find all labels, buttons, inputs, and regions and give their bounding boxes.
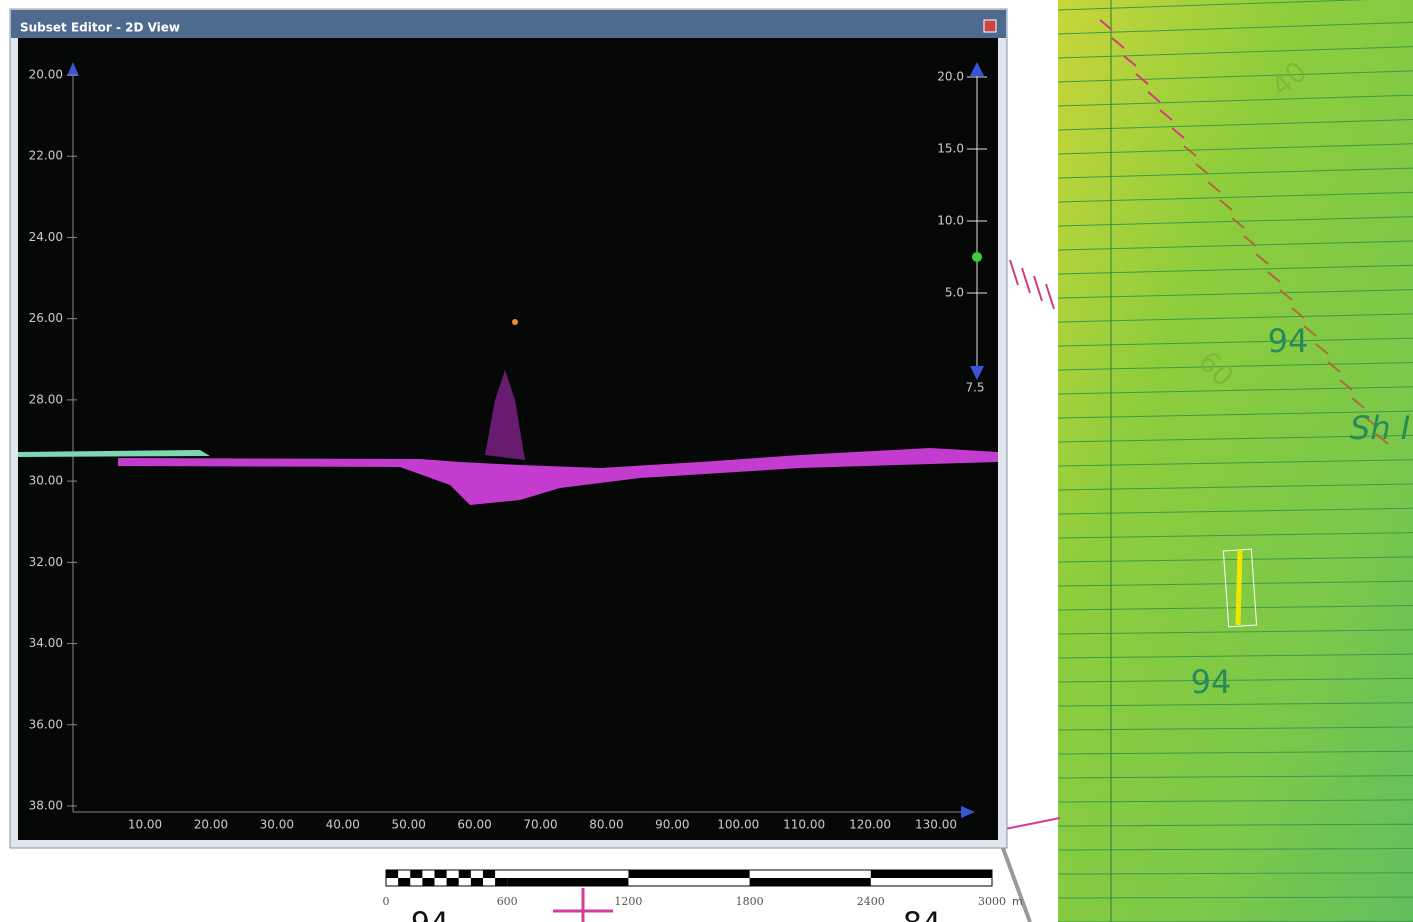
scale-cell <box>410 870 422 878</box>
y-tick-label: 38.00 <box>29 799 63 813</box>
close-button[interactable] <box>984 20 996 32</box>
hatch <box>1022 268 1030 293</box>
slider-value: 7.5 <box>965 381 984 395</box>
y-tick-label: 34.00 <box>29 636 63 650</box>
y-tick-label: 22.00 <box>29 149 63 163</box>
x-tick-label: 90.00 <box>655 818 689 832</box>
x-tick-label: 40.00 <box>326 818 360 832</box>
scale-cell <box>434 870 446 878</box>
scale-unit: m <box>1012 895 1023 908</box>
page: Subset Editor - 2D View 0 600 1200 1800 2400… <box>0 0 1413 922</box>
x-tick-label: 80.00 <box>589 818 623 832</box>
scale-cell <box>483 870 495 878</box>
scale-bar: 0 600 1200 1800 2400 3000 m <box>383 870 1023 908</box>
slider-label: 20.0 <box>937 70 964 84</box>
slider-label: 5.0 <box>945 286 964 300</box>
slider-label: 15.0 <box>937 142 964 156</box>
hatch <box>1010 260 1018 285</box>
scale-label: 600 <box>497 895 518 908</box>
y-tick-label: 30.00 <box>29 474 63 488</box>
x-tick-label: 120.00 <box>849 818 891 832</box>
scale-label: 2400 <box>857 895 885 908</box>
scale-label: 1200 <box>614 895 642 908</box>
hatch <box>1046 284 1054 309</box>
scale-cell <box>628 870 749 878</box>
scale-cell <box>495 878 507 886</box>
x-tick-label: 100.00 <box>717 818 759 832</box>
x-tick-label: 10.00 <box>128 818 162 832</box>
slider-handle[interactable] <box>972 252 982 262</box>
scale-label: 0 <box>383 895 390 908</box>
selected-track <box>1238 550 1240 625</box>
scale-cell <box>447 878 459 886</box>
window-title: Subset Editor - 2D View <box>20 21 180 35</box>
sounding: 94 <box>1268 322 1309 360</box>
scale-cell <box>507 878 628 886</box>
outlier-point[interactable] <box>512 319 518 325</box>
chart-border <box>1000 840 1030 922</box>
x-tick-label: 30.00 <box>260 818 294 832</box>
y-tick-label: 20.00 <box>29 68 63 82</box>
scale-label: 3000 <box>978 895 1006 908</box>
scale-cell <box>750 878 871 886</box>
x-tick-label: 50.00 <box>391 818 425 832</box>
scale-cell <box>422 878 434 886</box>
sounding: 84 <box>903 907 941 922</box>
scale-label: 1800 <box>736 895 764 908</box>
scale-cell <box>386 870 398 878</box>
scale-cell <box>459 870 471 878</box>
y-tick-label: 24.00 <box>29 230 63 244</box>
sounding: 94 <box>1191 663 1232 701</box>
x-tick-label: 110.00 <box>783 818 825 832</box>
scale-cell <box>471 878 483 886</box>
slider-label: 10.0 <box>937 214 964 228</box>
y-tick-label: 32.00 <box>29 555 63 569</box>
scale-cell <box>871 870 992 878</box>
x-tick-label: 20.00 <box>194 818 228 832</box>
scale-cell <box>398 878 410 886</box>
y-tick-label: 36.00 <box>29 717 63 731</box>
hatch <box>1034 276 1042 301</box>
route-line <box>1000 818 1060 830</box>
sounding: 94 <box>411 907 449 922</box>
x-tick-label: 60.00 <box>457 818 491 832</box>
place-name: Sh I <box>1350 409 1410 447</box>
x-tick-label: 70.00 <box>523 818 557 832</box>
x-tick-label: 130.00 <box>915 818 957 832</box>
screen: Subset Editor - 2D View 0 600 1200 1800 2400… <box>0 0 1413 922</box>
y-tick-label: 26.00 <box>29 311 63 325</box>
y-tick-label: 28.00 <box>29 392 63 406</box>
